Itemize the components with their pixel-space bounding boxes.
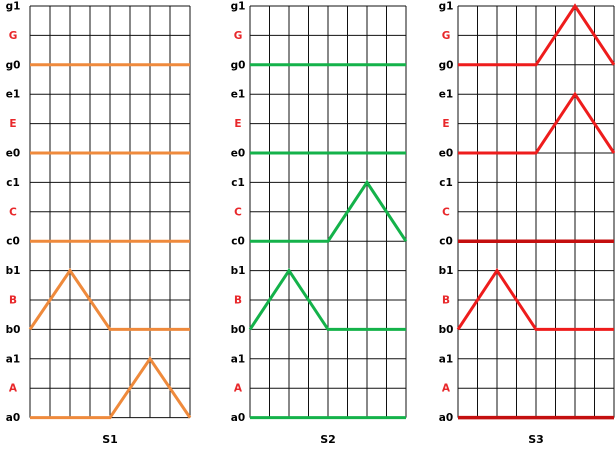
row-label: E [234, 118, 241, 130]
row-label: e1 [6, 89, 20, 101]
row-label: b0 [439, 324, 454, 336]
row-label: g1 [6, 1, 21, 13]
row-label: c0 [231, 236, 245, 248]
row-label: G [234, 30, 243, 42]
row-label: a1 [231, 353, 245, 365]
row-label: b1 [6, 265, 21, 277]
row-label: e0 [439, 148, 453, 160]
row-label: B [234, 295, 242, 307]
row-label: g0 [439, 59, 454, 71]
row-label: A [442, 383, 451, 395]
row-label: a0 [6, 412, 20, 424]
row-label: A [9, 383, 18, 395]
row-label: b0 [231, 324, 246, 336]
row-label: c0 [6, 236, 20, 248]
row-label: A [234, 383, 243, 395]
panel-title: S3 [528, 433, 544, 446]
panel-s2: g1 Gg0 e1 Ee0 c1 Cc0 b1 Bb0 a1 Aa0 S2 [231, 1, 408, 446]
grid [457, 5, 615, 419]
row-label: c0 [439, 236, 453, 248]
row-label: G [442, 30, 451, 42]
row-label: B [442, 295, 450, 307]
membership-line-g0 [458, 3, 615, 67]
row-label: e1 [439, 89, 453, 101]
membership-line-b0 [248, 267, 406, 331]
row-label: e1 [231, 89, 245, 101]
row-label: B [9, 295, 17, 307]
row-label: b1 [439, 265, 454, 277]
row-label: a1 [439, 353, 453, 365]
row-label: C [234, 206, 242, 218]
membership-line-c0 [250, 179, 408, 243]
row-label: E [442, 118, 449, 130]
row-label: E [9, 118, 16, 130]
row-label: c1 [231, 177, 245, 189]
row-label: b1 [231, 265, 246, 277]
membership-line-b0 [456, 267, 614, 331]
row-label: C [442, 206, 450, 218]
row-label: e0 [6, 148, 20, 160]
membership-line-e0 [458, 91, 615, 155]
row-label: g0 [6, 59, 21, 71]
row-label: a0 [439, 412, 453, 424]
panel-s3: g1 Gg0 e1 Ee0 c1 Cc0 b1 Bb0 a1 Aa0 S3 [439, 1, 615, 446]
panel-s1: g1 Gg0 e1 Ee0 c1 Cc0 b1 Bb0 a1 Aa0 S1 [6, 1, 192, 446]
membership-line-b0 [28, 267, 190, 331]
row-label: a1 [6, 353, 20, 365]
row-label: e0 [231, 148, 245, 160]
row-label: b0 [6, 324, 21, 336]
row-label: C [9, 206, 17, 218]
row-label: c1 [6, 177, 20, 189]
row-label: c1 [439, 177, 453, 189]
row-label: g0 [231, 59, 246, 71]
grid [249, 5, 407, 419]
membership-line-a0 [30, 356, 192, 420]
grid [29, 5, 191, 419]
panel-title: S1 [102, 433, 118, 446]
row-label: G [9, 30, 18, 42]
row-label: a0 [231, 412, 245, 424]
row-label: g1 [231, 1, 246, 13]
row-label: g1 [439, 1, 454, 13]
panel-title: S2 [320, 433, 336, 446]
